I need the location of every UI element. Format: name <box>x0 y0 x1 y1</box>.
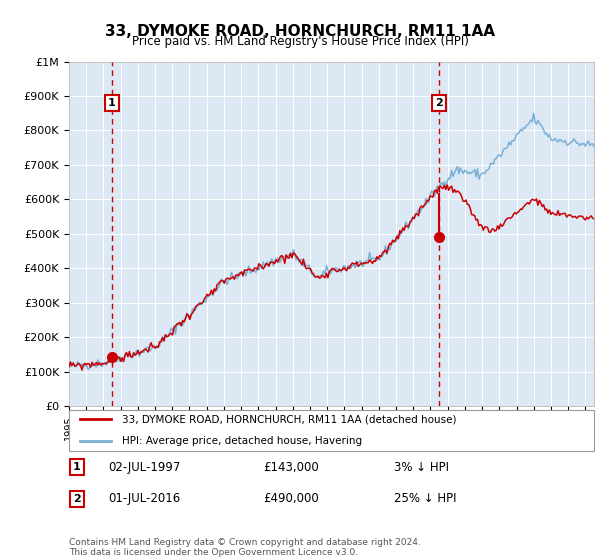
Text: Contains HM Land Registry data © Crown copyright and database right 2024.
This d: Contains HM Land Registry data © Crown c… <box>69 538 421 557</box>
Text: 1: 1 <box>108 98 116 108</box>
Text: 2: 2 <box>435 98 443 108</box>
Text: £490,000: £490,000 <box>263 492 319 505</box>
Text: HPI: Average price, detached house, Havering: HPI: Average price, detached house, Have… <box>121 436 362 446</box>
Text: 02-JUL-1997: 02-JUL-1997 <box>109 461 181 474</box>
Text: 01-JUL-2016: 01-JUL-2016 <box>109 492 181 505</box>
Text: 3% ↓ HPI: 3% ↓ HPI <box>395 461 449 474</box>
Text: 1: 1 <box>73 462 81 472</box>
Text: 25% ↓ HPI: 25% ↓ HPI <box>395 492 457 505</box>
FancyBboxPatch shape <box>69 410 594 451</box>
Text: £143,000: £143,000 <box>263 461 319 474</box>
Text: 2: 2 <box>73 494 81 504</box>
Text: Price paid vs. HM Land Registry's House Price Index (HPI): Price paid vs. HM Land Registry's House … <box>131 35 469 48</box>
Text: 33, DYMOKE ROAD, HORNCHURCH, RM11 1AA: 33, DYMOKE ROAD, HORNCHURCH, RM11 1AA <box>105 24 495 39</box>
Text: 33, DYMOKE ROAD, HORNCHURCH, RM11 1AA (detached house): 33, DYMOKE ROAD, HORNCHURCH, RM11 1AA (d… <box>121 414 456 424</box>
